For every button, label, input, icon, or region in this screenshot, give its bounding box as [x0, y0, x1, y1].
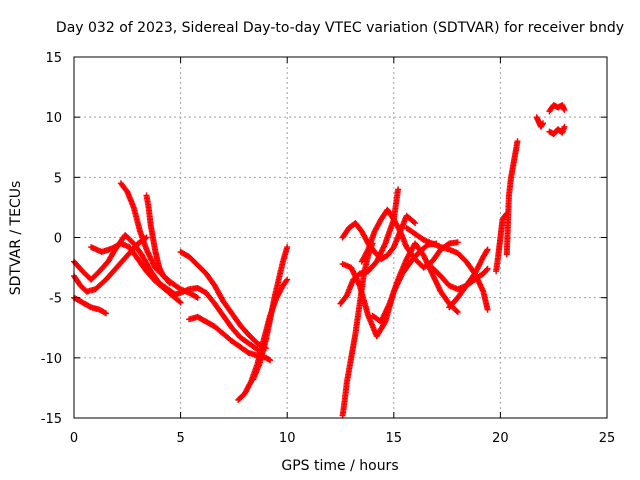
data-point	[166, 279, 172, 286]
y-tick-label: 15	[45, 51, 62, 66]
x-axis-label: GPS time / hours	[281, 458, 398, 474]
data-point	[484, 306, 491, 313]
data-point	[412, 220, 419, 227]
x-tick-label: 20	[492, 431, 509, 446]
y-tick-label: 0	[54, 232, 62, 247]
x-axis-ticks: 0 5 10 15 20 25	[70, 57, 615, 446]
series-arc20	[446, 246, 491, 311]
data-point	[410, 219, 417, 225]
data-point	[514, 138, 521, 145]
data-point	[194, 294, 201, 301]
data-point	[484, 246, 491, 253]
series-arc19	[429, 264, 491, 293]
data-point	[454, 309, 461, 316]
data-point	[267, 357, 274, 364]
data-point	[103, 310, 109, 317]
data-point	[453, 308, 460, 315]
series-arc6	[143, 192, 173, 287]
y-tick-label: -5	[49, 292, 62, 307]
x-tick-label: 0	[70, 431, 78, 446]
data-point	[283, 277, 290, 284]
series-arc23	[533, 114, 546, 130]
data-point	[177, 299, 184, 306]
data-point	[561, 123, 568, 130]
series-arc4	[88, 240, 184, 306]
data-point	[166, 280, 173, 287]
data-point	[284, 244, 291, 251]
x-tick-label: 25	[599, 431, 616, 446]
y-tick-label: -10	[41, 352, 62, 367]
y-tick-label: 10	[45, 111, 62, 126]
data-point	[395, 186, 402, 193]
data-point	[484, 265, 491, 272]
series-arc22	[503, 138, 521, 258]
data-points	[71, 102, 568, 419]
data-point	[284, 276, 291, 283]
series-arc2	[71, 234, 150, 295]
x-tick-label: 5	[176, 431, 184, 446]
series-arc25	[546, 123, 568, 137]
data-point	[483, 266, 490, 273]
y-axis-label: SDTVAR / TECUs	[8, 181, 24, 296]
data-point	[454, 239, 461, 246]
chart-title: Day 032 of 2023, Sidereal Day-to-day VTE…	[56, 20, 624, 36]
x-tick-label: 10	[279, 431, 296, 446]
series-arc18	[403, 224, 491, 313]
data-point	[540, 120, 546, 127]
data-point	[176, 298, 183, 305]
y-axis-ticks: -15 -10 -5 0 5 10 15	[41, 51, 607, 427]
x-tick-label: 15	[386, 431, 403, 446]
data-point	[561, 106, 568, 113]
series-arc3	[71, 294, 109, 317]
series-arc11	[250, 244, 291, 383]
series-arc7	[169, 285, 261, 353]
series-arc24	[546, 102, 568, 115]
y-tick-label: 5	[54, 171, 62, 186]
y-tick-label: -15	[41, 412, 62, 427]
